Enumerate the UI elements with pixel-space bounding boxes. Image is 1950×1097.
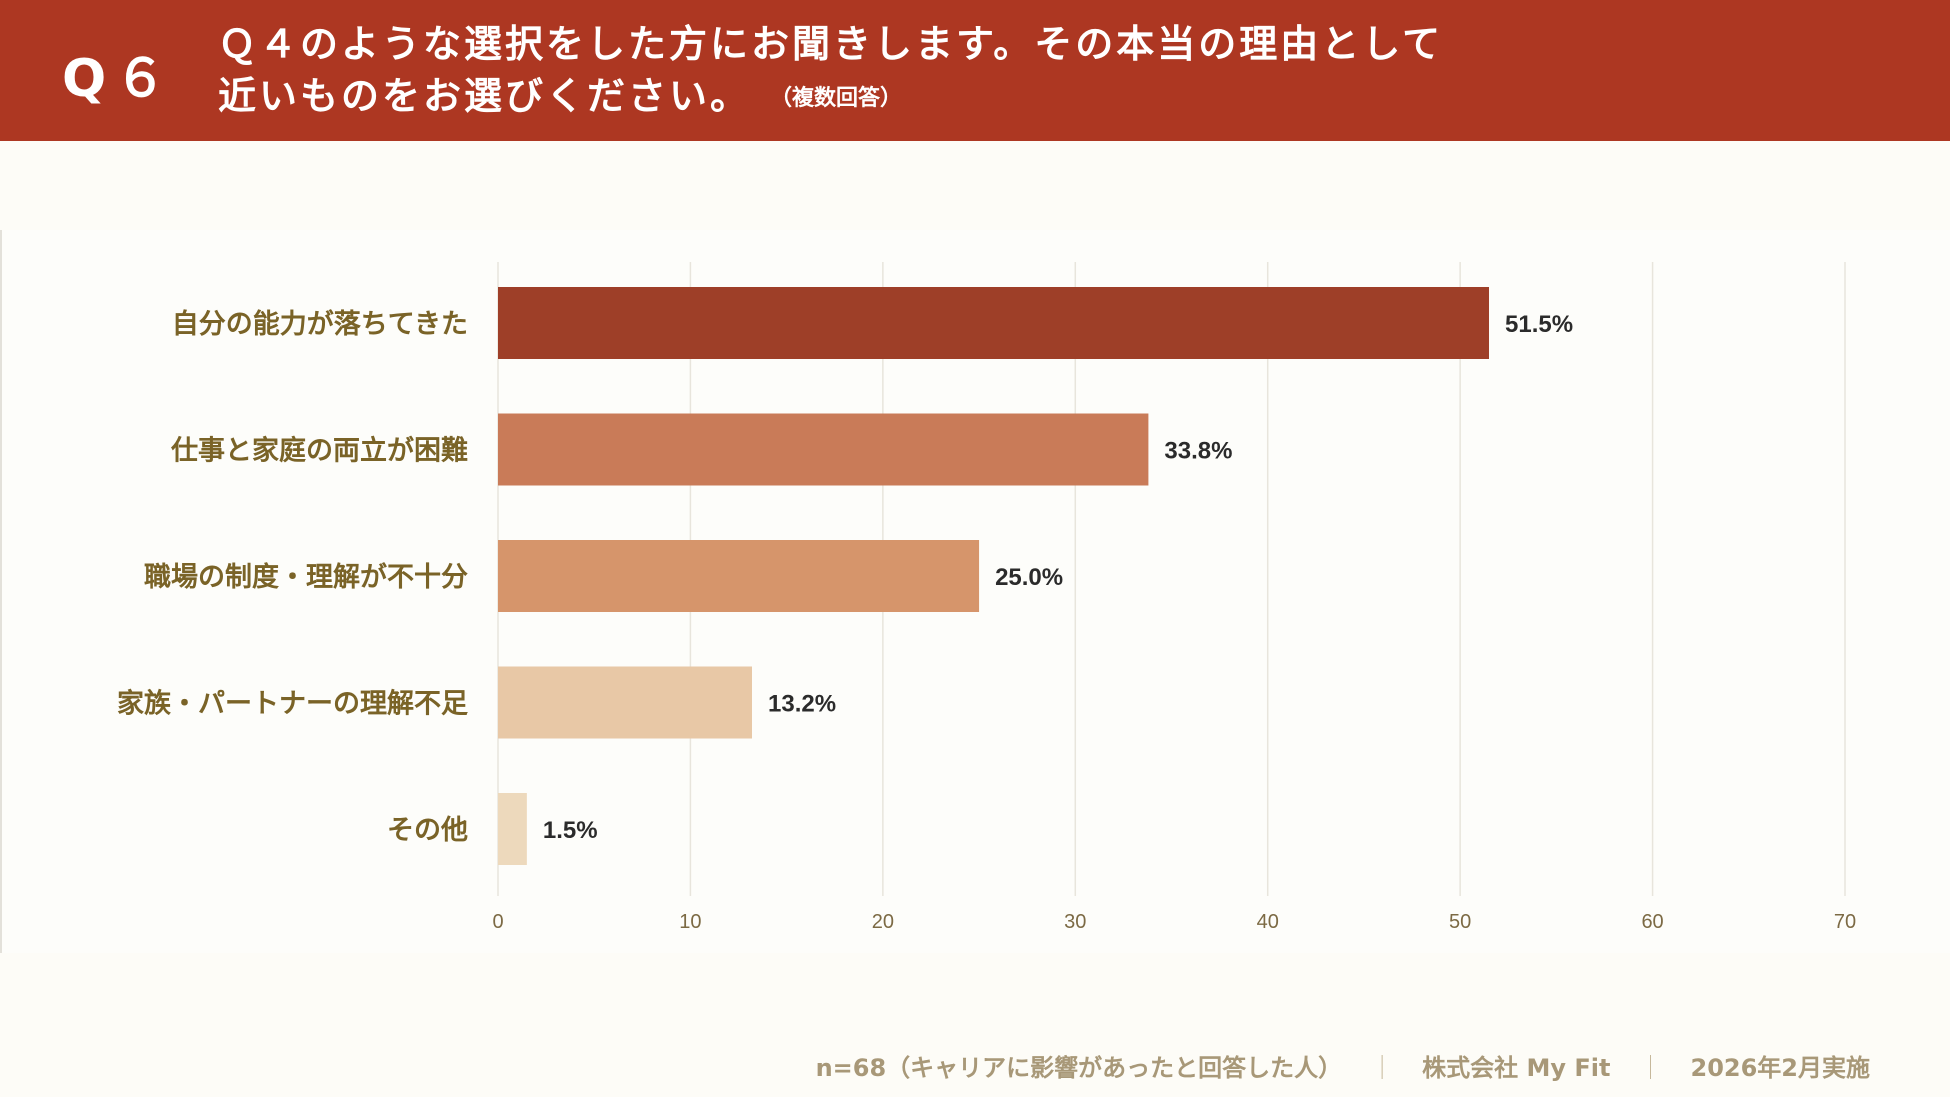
category-label: 職場の制度・理解が不十分 <box>144 561 468 593</box>
x-tick-label: 10 <box>679 911 701 933</box>
question-line-2: 近いものをお選びください。 （複数回答） <box>218 70 1443 125</box>
bar <box>498 413 1149 486</box>
chart-panel: 0 10 20 30 40 50 60 70 自分の能力が落ちてきた 51.5% 仕事と家庭の両立が… <box>0 230 1950 953</box>
x-tick-label: 40 <box>1257 911 1279 933</box>
bar <box>498 666 753 739</box>
x-tick-label: 0 <box>492 911 503 933</box>
bar <box>498 793 527 865</box>
footer-sample-size: n=68（キャリアに影響があったと回答した人） <box>815 1054 1343 1082</box>
x-tick-label: 30 <box>1064 911 1086 933</box>
footer-company: 株式会社 My Fit <box>1422 1054 1611 1082</box>
bar <box>498 287 1490 359</box>
category-label: 家族・パートナーの理解不足 <box>117 688 468 720</box>
footer-date: 2026年2月実施 <box>1690 1054 1871 1082</box>
bar-chart: 0 10 20 30 40 50 60 70 自分の能力が落ちてきた 51.5% 仕事と家庭の両立が… <box>117 262 1856 933</box>
value-label: 13.2% <box>768 691 836 718</box>
value-label: 1.5% <box>543 817 598 844</box>
bar <box>498 540 980 612</box>
x-tick-label: 70 <box>1834 911 1856 933</box>
footer: n=68（キャリアに影響があったと回答した人） ｜ 株式会社 My Fit ｜ 2026… <box>816 1048 1870 1083</box>
value-label: 33.8% <box>1164 438 1232 465</box>
category-label: 仕事と家庭の両立が困難 <box>170 435 468 467</box>
footer-separator: ｜ <box>1370 1054 1395 1082</box>
value-label: 51.5% <box>1505 311 1573 338</box>
x-tick-label: 50 <box>1449 911 1471 933</box>
question-text: Ｑ４のような選択をした方にお聞きします。その本当の理由として 近いものをお選びく… <box>218 18 1443 125</box>
x-tick-label: 20 <box>872 911 894 933</box>
question-note: （複数回答） <box>781 86 903 111</box>
question-number: Q６ <box>62 49 175 109</box>
category-label: 自分の能力が落ちてきた <box>172 308 468 340</box>
footer-separator: ｜ <box>1638 1054 1663 1082</box>
category-label: その他 <box>387 815 468 846</box>
question-line-2-text: 近いものをお選びください。 <box>218 74 752 118</box>
question-line-1: Ｑ４のような選択をした方にお聞きします。その本当の理由として <box>218 22 1444 66</box>
question-header: Q６ Ｑ４のような選択をした方にお聞きします。その本当の理由として 近いものをお… <box>0 0 1950 141</box>
x-tick-label: 60 <box>1641 911 1663 933</box>
value-label: 25.0% <box>995 564 1063 591</box>
